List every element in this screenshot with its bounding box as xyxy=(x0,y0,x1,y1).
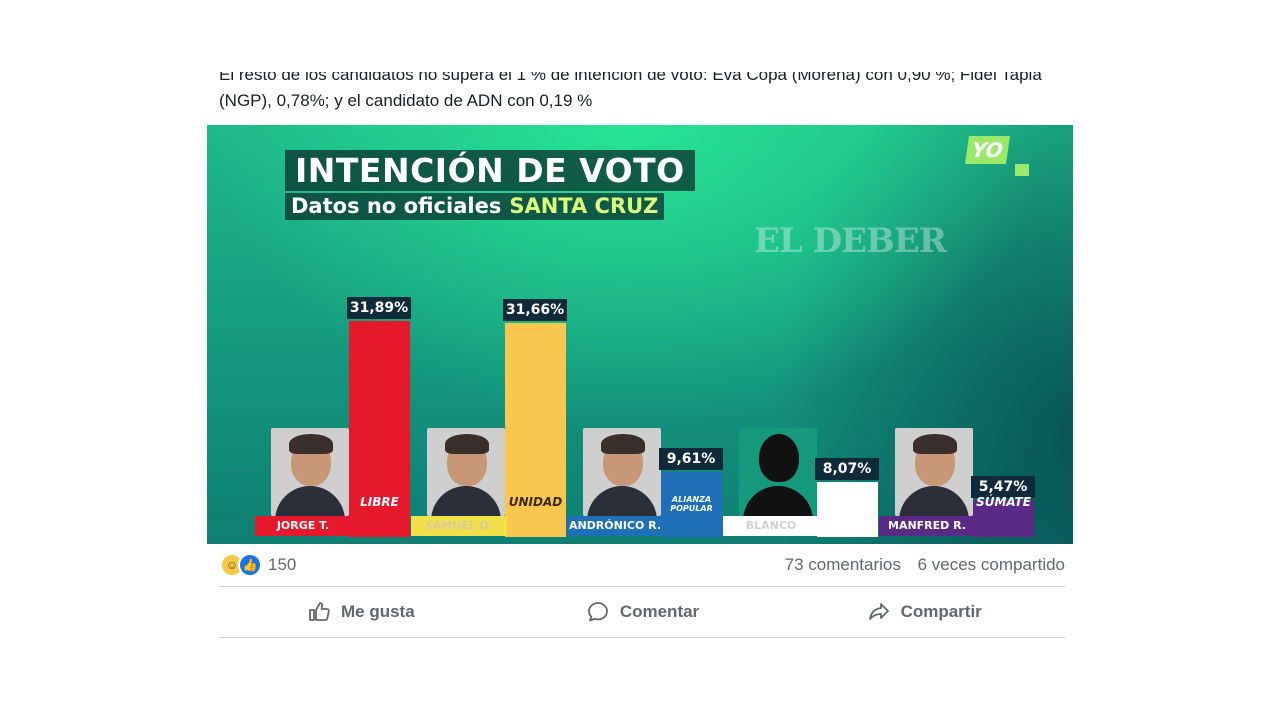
bar xyxy=(817,482,878,537)
comment-label: Comentar xyxy=(619,602,700,621)
vote-intention-graphic[interactable]: INTENCIÓN DE VOTO Datos no oficiales SANT… xyxy=(207,125,1073,544)
like-button[interactable]: Me gusta xyxy=(220,588,502,636)
candidate-3: 9,61% ANDRÓNICO R. ALIANZA POPULAR xyxy=(519,125,723,544)
category-label: SAMUEL D. xyxy=(411,516,507,536)
reactions-summary[interactable]: ☺ 👍 150 xyxy=(220,553,296,577)
post-actions: Me gusta Comentar Compartir xyxy=(220,588,1065,636)
party-logo: SÚMATE xyxy=(976,495,1031,509)
comments-count[interactable]: 73 comentarios xyxy=(784,555,901,574)
data-label: 31,66% xyxy=(503,299,567,321)
category-label: ANDRÓNICO R. xyxy=(567,516,663,536)
data-label: 9,61% xyxy=(659,448,723,470)
yo-logo: YO xyxy=(963,134,1033,182)
comment-button[interactable]: Comentar xyxy=(502,588,784,636)
graphic-title: INTENCIÓN DE VOTO xyxy=(285,150,695,191)
party-logo: ALIANZA POPULAR xyxy=(670,495,713,513)
category-label: BLANCO xyxy=(723,516,819,536)
data-label: 5,47% xyxy=(971,476,1035,498)
category-label: JORGE T. xyxy=(255,516,351,536)
post-caption: El resto de los candidatos no supera el … xyxy=(219,65,1042,110)
data-label: 31,89% xyxy=(347,297,411,319)
party-logo: UNIDAD xyxy=(508,495,563,509)
share-button[interactable]: Compartir xyxy=(783,588,1065,636)
share-label: Compartir xyxy=(900,602,982,621)
thumbs-up-icon xyxy=(309,602,330,621)
candidate-photo xyxy=(271,428,349,516)
candidate-4: 8,07% BLANCO xyxy=(675,125,879,544)
candidate-1: 31,89% JORGE T. LIBRE xyxy=(207,125,411,544)
comment-icon xyxy=(587,602,608,622)
data-label: 8,07% xyxy=(815,458,879,480)
subtitle-text: Datos no oficiales xyxy=(291,194,502,218)
bar xyxy=(349,321,410,537)
shares-count[interactable]: 6 veces compartido xyxy=(917,555,1065,574)
like-icon: 👍 xyxy=(238,553,262,577)
silhouette-image xyxy=(739,428,817,516)
bar xyxy=(661,472,722,537)
graphic-subtitle: Datos no oficiales SANTA CRUZ xyxy=(285,193,665,220)
like-label: Me gusta xyxy=(340,602,415,621)
candidate-photo xyxy=(427,428,505,516)
bar xyxy=(505,323,566,537)
share-icon xyxy=(868,603,889,620)
candidate-photo xyxy=(583,428,661,516)
el-deber-watermark: EL DEBER xyxy=(754,221,947,261)
category-label: MANFRED R. xyxy=(879,516,975,536)
divider xyxy=(220,637,1065,638)
candidate-5: 5,47% MANFRED R. SÚMATE xyxy=(831,125,1035,544)
ballot-box-icon xyxy=(1015,164,1029,176)
engagement-counts: 73 comentarios 6 veces compartido xyxy=(785,555,1065,575)
divider xyxy=(220,586,1065,587)
reaction-count[interactable]: 150 xyxy=(268,555,297,574)
party-logo: LIBRE xyxy=(360,495,399,509)
region-label: SANTA CRUZ xyxy=(509,194,659,218)
candidate-2: 31,66% SAMUEL D. UNIDAD xyxy=(363,125,567,544)
bar xyxy=(973,500,1034,537)
candidate-photo xyxy=(895,428,973,516)
